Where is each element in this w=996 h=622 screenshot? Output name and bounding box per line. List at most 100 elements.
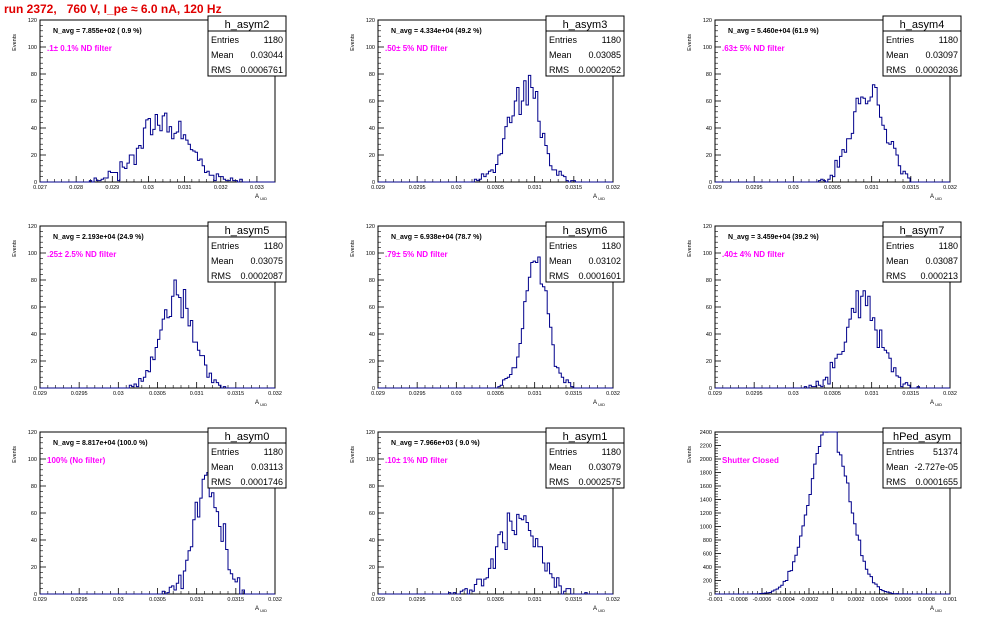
filter-label: .10± 1% ND filter [385,456,448,465]
n-avg-label: N_avg = 4.334e+04 (49.2 %) [391,28,482,35]
y-axis-label: Events [12,446,18,463]
y-tick-label: 0 [709,592,712,598]
x-tick-label: 0.031 [528,391,542,397]
histogram-name: h_asym1 [563,431,608,443]
y-tick-label: 60 [369,305,375,311]
stats-value: 0.03113 [251,462,283,472]
y-tick-label: 1800 [700,471,712,477]
histogram-name: h_asym6 [563,225,608,237]
stats-label: Mean [549,462,572,472]
filter-label: .63± 5% ND filter [722,44,785,53]
y-tick-label: 200 [703,579,712,585]
x-tick-label: 0.029 [371,391,385,397]
stats-label: Mean [211,256,234,266]
stats-box [545,427,625,489]
y-tick-label: 80 [706,278,712,284]
stats-value: -2.727e-05 [914,462,958,472]
x-axis-label: A UID [593,400,605,407]
x-tick-label: 0.03 [113,391,124,397]
y-axis-label: Events [12,240,18,257]
histogram-name: h_asym0 [225,431,270,443]
stats-value: 0.0002087 [240,271,283,281]
y-tick-label: 40 [369,538,375,544]
x-tick-label: -0.0008 [729,597,748,603]
stats-value: 1180 [939,241,958,251]
y-tick-label: 0 [34,386,37,392]
x-tick-label: 0.0305 [824,185,841,191]
x-axis-label: A UID [593,606,605,613]
x-tick-label: 0.029 [371,597,385,603]
stats-label: RMS [211,477,231,487]
n-avg-label: N_avg = 3.459e+04 (39.2 %) [728,234,819,241]
x-tick-label: 0.031 [528,185,542,191]
stats-label: Entries [886,447,915,457]
y-tick-label: 20 [369,153,375,159]
histogram-panel: 0 20 40 60 80 100 120 0.029 0.0295 0.03 0.0305 0.03… [350,427,625,613]
x-tick-label: 0.0305 [487,185,504,191]
filter-label: 100% (No filter) [47,456,106,465]
y-tick-label: 80 [31,484,37,490]
run-title: run 2372, 760 V, I_pe ≈ 6.0 nA, 120 Hz [4,2,222,16]
histogram-panel: 0 20 40 60 80 100 120 0.029 0.0295 0.03 0.0305 0.03… [350,15,625,201]
y-tick-label: 40 [369,126,375,132]
x-axis-label: A UID [930,400,942,407]
x-tick-label: 0.0295 [409,597,426,603]
x-tick-label: 0.03 [788,185,799,191]
stats-label: Entries [211,241,240,251]
y-tick-label: 20 [369,359,375,365]
stats-label: Mean [549,256,572,266]
y-tick-label: 120 [703,18,712,24]
x-tick-label: 0.03 [143,185,154,191]
filter-label: .50± 5% ND filter [385,44,448,53]
x-tick-label: 0.0315 [227,597,244,603]
filter-label: .1± 0.1% ND filter [47,44,112,53]
x-tick-label: 0.032 [606,185,620,191]
y-tick-label: 100 [28,457,37,463]
n-avg-label: N_avg = 7.855e+02 ( 0.9 %) [53,28,142,35]
histogram-panel: 0 20 40 60 80 100 120 0.029 0.0295 0.03 0.0305 0.03… [12,427,287,613]
y-tick-label: 1400 [700,498,712,504]
stats-value: 1180 [264,241,283,251]
y-axis-label: Events [687,446,693,463]
y-tick-label: 0 [372,180,375,186]
y-tick-label: 80 [369,484,375,490]
x-tick-label: 0.033 [250,185,264,191]
y-tick-label: 40 [31,126,37,132]
x-tick-label: 0.03 [451,391,462,397]
histogram-series [378,512,613,595]
x-axis-label: A UID [255,400,267,407]
x-axis-label: A UID [930,606,942,613]
y-axis-label: Events [350,34,356,51]
x-tick-label: 0.029 [105,185,119,191]
histogram-panel: 0 20 40 60 80 100 120 0.029 0.0295 0.03 0.0305 0.03… [350,221,625,407]
x-tick-label: 0.027 [33,185,47,191]
filter-label: .79± 5% ND filter [385,250,448,259]
histogram-series [40,472,275,595]
stats-label: RMS [211,65,231,75]
histogram-series [715,290,950,389]
n-avg-label: N_avg = 2.193e+04 (24.9 %) [53,234,144,241]
stats-value: 1180 [264,447,283,457]
stats-value: 0.03097 [925,50,958,60]
y-tick-label: 120 [366,430,375,436]
y-tick-label: 1200 [700,511,712,517]
histogram-name: h_asym7 [900,225,945,237]
y-tick-label: 0 [34,592,37,598]
y-axis-label: Events [687,240,693,257]
y-tick-label: 100 [366,457,375,463]
stats-label: RMS [549,65,569,75]
x-tick-label: 0.0305 [149,597,166,603]
y-tick-label: 0 [709,180,712,186]
histogram-name: h_asym4 [900,19,945,31]
n-avg-label: N_avg = 6.938e+04 (78.7 %) [391,234,482,241]
y-tick-label: 0 [372,386,375,392]
y-tick-label: 20 [706,359,712,365]
stats-label: Mean [549,50,572,60]
stats-value: 51374 [933,447,958,457]
x-tick-label: 0.0006 [895,597,912,603]
stats-value: 0.03079 [588,462,621,472]
y-tick-label: 400 [703,565,712,571]
histogram-name: h_asym5 [225,225,270,237]
x-tick-label: 0.031 [178,185,192,191]
